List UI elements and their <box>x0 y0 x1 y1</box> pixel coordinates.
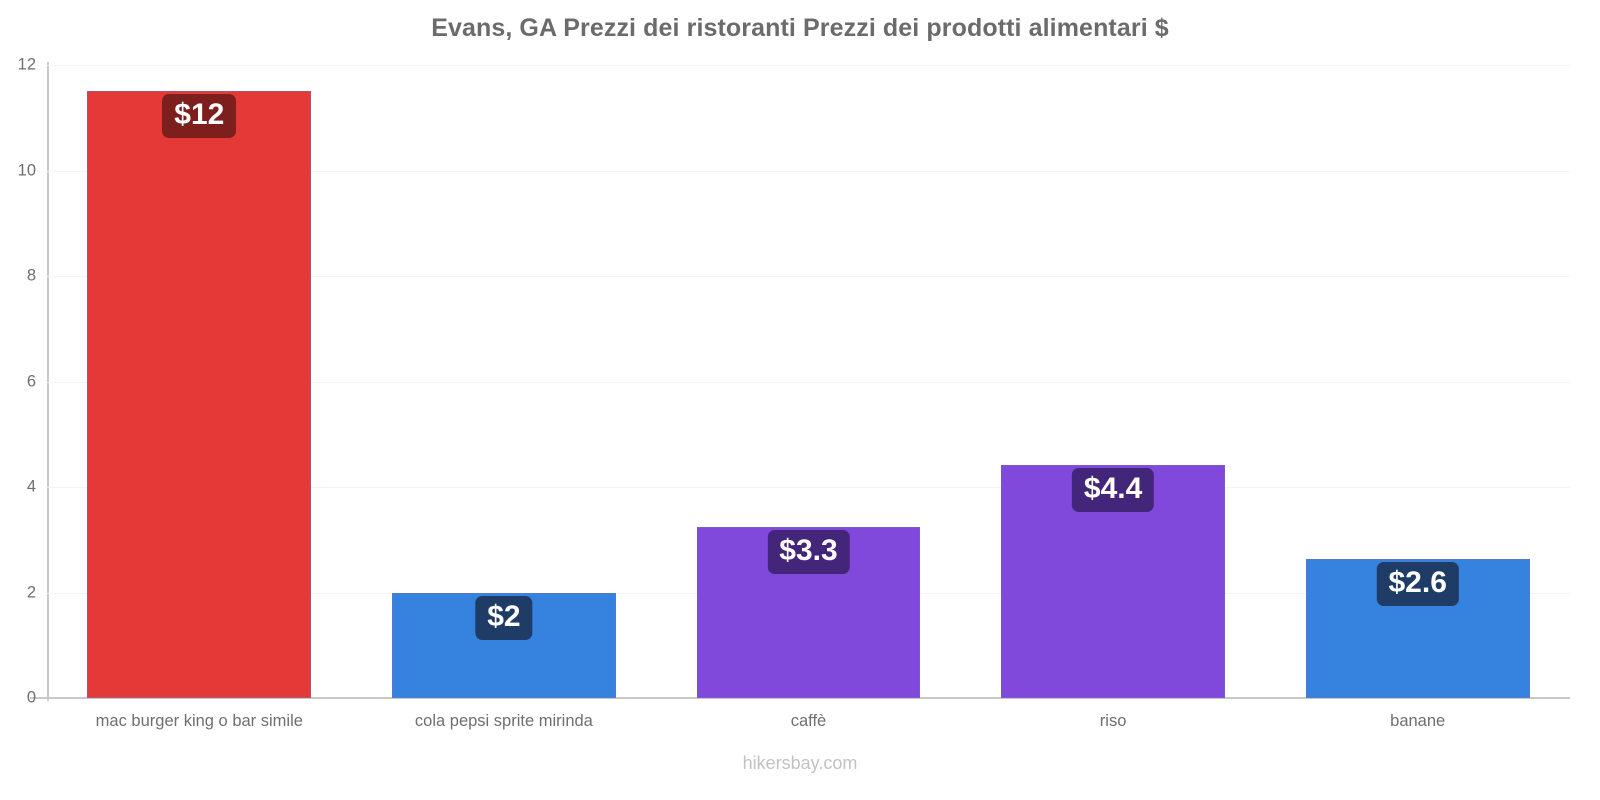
gridline <box>47 487 1570 488</box>
y-axis-tick-label: 6 <box>26 372 36 390</box>
plot-area <box>47 65 1570 698</box>
y-axis-tick-label: 0 <box>26 688 36 707</box>
y-axis-tick-label: 2 <box>26 583 36 601</box>
bar-value-label: $2 <box>475 595 533 640</box>
x-axis-tick-label: cola pepsi sprite mirinda <box>414 712 593 730</box>
chart-title: Evans, GA Prezzi dei ristoranti Prezzi d… <box>431 14 1169 42</box>
y-axis-tick-label: 4 <box>26 477 36 496</box>
gridline <box>47 170 1570 172</box>
bar-value-label: $2.6 <box>1376 562 1459 607</box>
x-axis-tick-label: banane <box>1390 712 1446 730</box>
bar-value-label: $12 <box>162 94 237 139</box>
gridline <box>47 276 1570 277</box>
x-axis-tick-label: riso <box>1099 712 1127 730</box>
bar-value-label: $3.3 <box>767 529 850 574</box>
bar[interactable] <box>87 91 312 698</box>
x-axis-tick-label: mac burger king o bar simile <box>95 712 303 730</box>
gridline <box>47 381 1570 383</box>
y-axis-tick-label: 10 <box>17 161 36 179</box>
y-axis-tick-label: 12 <box>17 55 36 74</box>
bar-value-label: $4.4 <box>1071 467 1155 512</box>
x-axis-line <box>30 697 1570 699</box>
y-axis-tick-label: 8 <box>26 266 36 285</box>
watermark-text: hikersbay.com <box>742 753 858 773</box>
gridline <box>47 65 1570 66</box>
x-axis-tick-label: caffè <box>790 712 827 730</box>
